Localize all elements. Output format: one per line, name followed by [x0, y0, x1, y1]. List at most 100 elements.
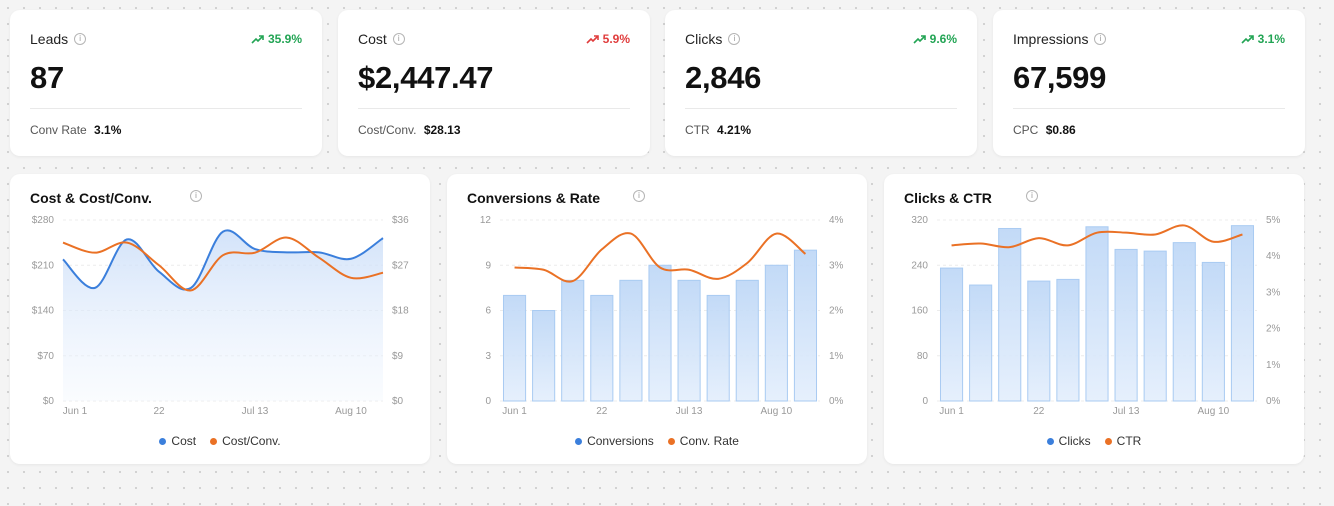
bar — [1027, 280, 1051, 402]
series-line-cost — [62, 229, 384, 291]
kpi-trend: 35.9% — [251, 32, 302, 46]
y-tick-left: $140 — [32, 306, 55, 317]
y-tick-right: $9 — [392, 351, 404, 362]
kpi-sub: CPC $0.86 — [1013, 123, 1076, 137]
y-tick-left: 12 — [480, 215, 492, 226]
legend-item-ctr[interactable]: CTR — [1104, 434, 1141, 448]
trend-up-icon — [586, 34, 599, 44]
conversions-chart: 0 3 6 9 12 0% 1% 2% 3% 4% Jun 1 22 Jul 13 Aug 10 — [480, 215, 844, 417]
trend-up-icon — [1241, 34, 1254, 44]
chart-title: Cost & Cost/Conv. — [30, 190, 152, 206]
y-tick-left: $0 — [43, 396, 55, 407]
bar — [1085, 226, 1109, 402]
kpi-sub: Conv Rate 3.1% — [30, 123, 122, 137]
bar — [532, 310, 556, 402]
chart-card-clicks: Clicks & CTR i 0 80 160 240 320 0% 1% 2% 3% 4% 5% J… — [884, 174, 1304, 464]
bar — [677, 279, 701, 402]
kpi-card-clicks: Clicks i 9.6% 2,846 CTR 4.21% — [665, 10, 977, 156]
x-tick: 22 — [1033, 406, 1045, 417]
chart-title: Clicks & CTR — [904, 190, 992, 206]
kpi-trend: 5.9% — [586, 32, 630, 46]
bar — [561, 279, 585, 402]
kpi-value: 2,846 — [685, 60, 762, 95]
kpi-card-leads: Leads i 35.9% 87 Conv Rate 3.1% — [10, 10, 322, 156]
kpi-card-impressions: Impressions i 3.1% 67,599 CPC $0.86 — [993, 10, 1305, 156]
legend-item-cost[interactable]: Cost — [159, 434, 196, 448]
x-tick: Aug 10 — [1198, 406, 1230, 417]
bar — [969, 284, 993, 402]
y-tick-right: $27 — [392, 260, 409, 271]
legend-item-cost-per-conv[interactable]: Cost/Conv. — [210, 434, 281, 448]
y-tick-right: 2% — [1266, 324, 1281, 335]
info-icon[interactable]: i — [392, 33, 405, 45]
kpi-title: Impressions i — [1013, 31, 1107, 47]
kpi-card-cost: Cost i 5.9% $2,447.47 Cost/Conv. $28.13 — [338, 10, 650, 156]
info-icon[interactable]: i — [728, 33, 741, 45]
y-tick-right: $18 — [392, 306, 409, 317]
y-tick-right: 0% — [1266, 396, 1281, 407]
bar — [1230, 225, 1255, 402]
kpi-title: Clicks i — [685, 31, 741, 47]
y-tick-right: 4% — [829, 215, 844, 226]
info-icon[interactable]: i — [633, 190, 645, 202]
bar — [735, 279, 759, 402]
y-tick-left: 6 — [485, 306, 491, 317]
bar — [706, 294, 730, 402]
series-line-secondary — [951, 224, 1243, 249]
x-tick: Jun 1 — [939, 406, 964, 417]
bar — [1172, 242, 1196, 402]
y-tick-left: 160 — [911, 306, 928, 317]
bar — [502, 294, 527, 402]
series-line-secondary — [62, 236, 384, 292]
kpi-trend: 3.1% — [1241, 32, 1285, 46]
info-icon[interactable]: i — [190, 190, 202, 202]
kpi-trend: 9.6% — [913, 32, 957, 46]
chart-legend: Cost Cost/Conv. — [10, 434, 430, 448]
bar — [1201, 261, 1225, 402]
kpi-value: 67,599 — [1013, 60, 1107, 95]
area-fill — [63, 230, 383, 401]
y-tick-left: 320 — [911, 215, 928, 226]
bar — [1056, 278, 1080, 402]
clicks-chart: 0 80 160 240 320 0% 1% 2% 3% 4% 5% Jun 1 22 Jul 13 Aug… — [911, 215, 1281, 417]
chart-legend: Conversions Conv. Rate — [447, 434, 867, 448]
chart-title: Conversions & Rate — [467, 190, 601, 206]
info-icon[interactable]: i — [1094, 33, 1107, 45]
bar — [1114, 248, 1138, 402]
divider — [358, 108, 630, 109]
y-tick-right: 0% — [829, 396, 844, 407]
x-tick: Jun 1 — [63, 406, 88, 417]
info-icon[interactable]: i — [1026, 190, 1038, 202]
divider — [685, 108, 957, 109]
legend-item-conv-rate[interactable]: Conv. Rate — [667, 434, 739, 448]
bar — [648, 264, 672, 402]
y-tick-right: 1% — [1266, 360, 1281, 371]
y-tick-left: 0 — [485, 396, 491, 407]
kpi-title: Cost i — [358, 31, 405, 47]
y-tick-right: 1% — [829, 351, 844, 362]
bar — [619, 279, 643, 402]
kpi-value: $2,447.47 — [358, 60, 494, 95]
bar — [764, 264, 788, 402]
legend-item-conversions[interactable]: Conversions — [575, 434, 654, 448]
bar — [998, 227, 1022, 402]
x-tick: Jul 13 — [1113, 406, 1140, 417]
trend-up-icon — [251, 34, 264, 44]
y-tick-left: 240 — [911, 260, 928, 271]
bar — [590, 294, 614, 402]
y-tick-right: $0 — [392, 396, 404, 407]
info-icon[interactable]: i — [74, 33, 87, 45]
y-tick-left: $280 — [32, 215, 55, 226]
bar — [939, 267, 964, 402]
kpi-title: Leads i — [30, 31, 87, 47]
chart-card-cost: Cost & Cost/Conv. i $0 $70 $140 $210 $280 $0 $… — [10, 174, 430, 464]
kpi-value: 87 — [30, 60, 64, 95]
y-tick-right: 4% — [1266, 251, 1281, 262]
legend-item-clicks[interactable]: Clicks — [1046, 434, 1091, 448]
y-tick-right: 5% — [1266, 215, 1281, 226]
x-tick: Aug 10 — [761, 406, 793, 417]
x-tick: 22 — [596, 406, 608, 417]
x-tick: Jul 13 — [242, 406, 269, 417]
chart-legend: Clicks CTR — [884, 434, 1304, 448]
y-tick-right: 3% — [1266, 287, 1281, 298]
